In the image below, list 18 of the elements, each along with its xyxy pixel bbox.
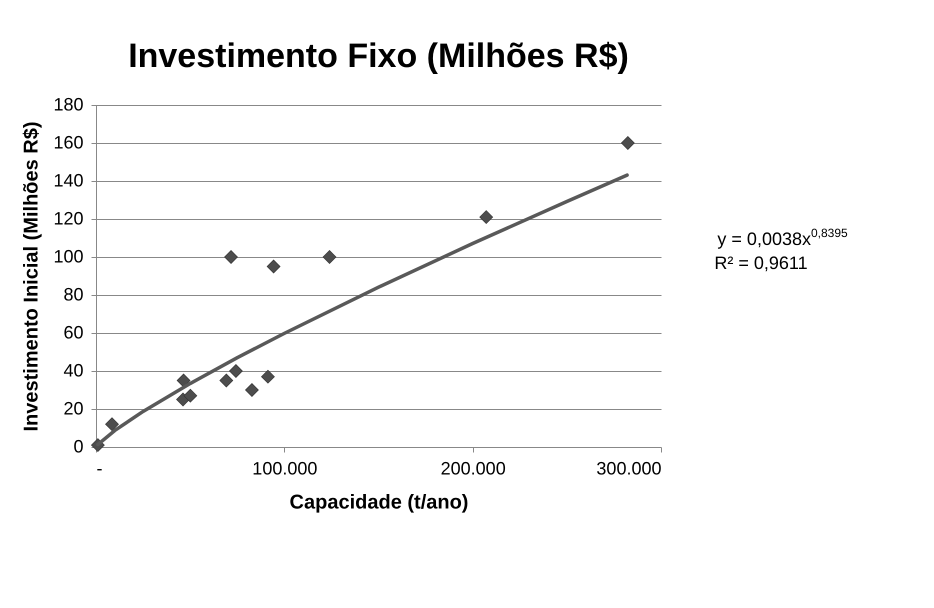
y-tick-label: 80 bbox=[63, 284, 84, 304]
y-tick-label: 60 bbox=[63, 322, 84, 342]
x-tick-label: 100.000 bbox=[252, 458, 318, 478]
x-tick-label: - bbox=[96, 458, 102, 478]
y-tick-label: 0 bbox=[73, 436, 84, 456]
y-tick-label: 180 bbox=[53, 94, 84, 114]
y-tick-label: 40 bbox=[63, 360, 84, 380]
y-tick-label: 140 bbox=[53, 170, 84, 190]
y-tick-label: 160 bbox=[53, 132, 84, 152]
y-axis-title: Investimento Inicial (Milhões R$) bbox=[20, 121, 42, 432]
y-tick-label: 120 bbox=[53, 208, 84, 228]
x-tick-label: 300.000 bbox=[596, 458, 662, 478]
chart-title: Investimento Fixo (Milhões R$) bbox=[128, 37, 629, 75]
text: R² = 0,9611 bbox=[714, 253, 808, 274]
x-axis-title: Capacidade (t/ano) bbox=[290, 492, 468, 514]
x-tick-label: 200.000 bbox=[440, 458, 506, 478]
y-tick-label: 100 bbox=[53, 246, 84, 266]
y-tick-label: 20 bbox=[63, 398, 84, 418]
